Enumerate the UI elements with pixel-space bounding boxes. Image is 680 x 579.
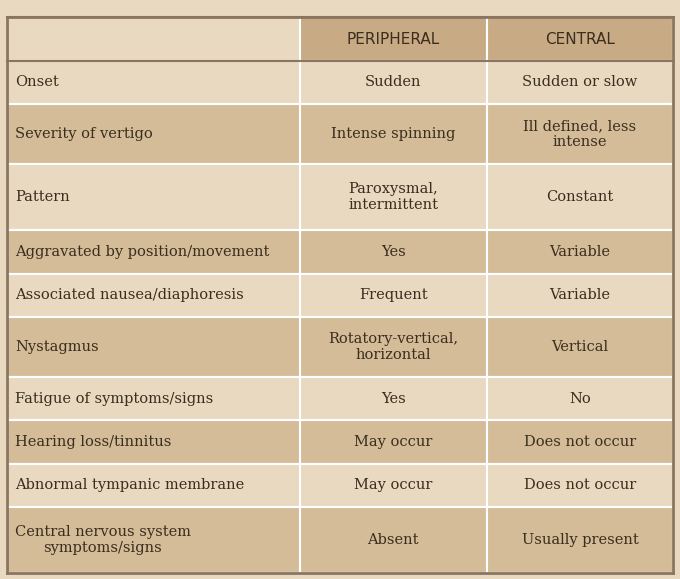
Text: Pattern: Pattern	[15, 190, 70, 204]
FancyBboxPatch shape	[487, 377, 673, 420]
Text: Ill defined, less
intense: Ill defined, less intense	[524, 119, 636, 149]
Text: CENTRAL: CENTRAL	[545, 31, 615, 46]
FancyBboxPatch shape	[7, 61, 300, 104]
Text: Severity of vertigo: Severity of vertigo	[15, 127, 153, 141]
Text: Central nervous system
symptoms/signs: Central nervous system symptoms/signs	[15, 525, 191, 555]
FancyBboxPatch shape	[7, 104, 300, 164]
FancyBboxPatch shape	[487, 274, 673, 317]
Text: Nystagmus: Nystagmus	[15, 340, 99, 354]
Text: Sudden or slow: Sudden or slow	[522, 75, 638, 89]
FancyBboxPatch shape	[300, 377, 487, 420]
FancyBboxPatch shape	[487, 317, 673, 377]
FancyBboxPatch shape	[7, 274, 300, 317]
Text: Usually present: Usually present	[522, 533, 639, 547]
Text: Paroxysmal,
intermittent: Paroxysmal, intermittent	[348, 182, 439, 212]
FancyBboxPatch shape	[487, 104, 673, 164]
Text: Yes: Yes	[381, 392, 406, 406]
FancyBboxPatch shape	[7, 230, 300, 274]
Text: Yes: Yes	[381, 245, 406, 259]
FancyBboxPatch shape	[300, 17, 487, 61]
FancyBboxPatch shape	[300, 317, 487, 377]
Text: Variable: Variable	[549, 288, 611, 302]
Text: Frequent: Frequent	[359, 288, 428, 302]
Text: No: No	[569, 392, 591, 406]
Text: Vertical: Vertical	[551, 340, 609, 354]
FancyBboxPatch shape	[300, 61, 487, 104]
Text: Fatigue of symptoms/signs: Fatigue of symptoms/signs	[15, 392, 214, 406]
Text: Does not occur: Does not occur	[524, 435, 636, 449]
Text: Onset: Onset	[15, 75, 58, 89]
Text: Abnormal tympanic membrane: Abnormal tympanic membrane	[15, 478, 244, 492]
Text: Hearing loss/tinnitus: Hearing loss/tinnitus	[15, 435, 171, 449]
FancyBboxPatch shape	[300, 507, 487, 573]
Text: PERIPHERAL: PERIPHERAL	[347, 31, 440, 46]
FancyBboxPatch shape	[487, 230, 673, 274]
Text: May occur: May occur	[354, 435, 432, 449]
FancyBboxPatch shape	[300, 464, 487, 507]
FancyBboxPatch shape	[300, 230, 487, 274]
FancyBboxPatch shape	[7, 420, 300, 464]
Text: Variable: Variable	[549, 245, 611, 259]
Text: May occur: May occur	[354, 478, 432, 492]
FancyBboxPatch shape	[7, 317, 300, 377]
Text: Sudden: Sudden	[365, 75, 422, 89]
FancyBboxPatch shape	[300, 104, 487, 164]
FancyBboxPatch shape	[7, 164, 300, 230]
FancyBboxPatch shape	[300, 420, 487, 464]
Text: Does not occur: Does not occur	[524, 478, 636, 492]
Text: Absent: Absent	[368, 533, 419, 547]
FancyBboxPatch shape	[487, 420, 673, 464]
FancyBboxPatch shape	[7, 507, 300, 573]
FancyBboxPatch shape	[487, 61, 673, 104]
Text: Constant: Constant	[546, 190, 613, 204]
Text: Rotatory-vertical,
horizontal: Rotatory-vertical, horizontal	[328, 332, 458, 362]
FancyBboxPatch shape	[487, 464, 673, 507]
FancyBboxPatch shape	[300, 164, 487, 230]
FancyBboxPatch shape	[487, 17, 673, 61]
FancyBboxPatch shape	[487, 507, 673, 573]
FancyBboxPatch shape	[7, 377, 300, 420]
Text: Aggravated by position/movement: Aggravated by position/movement	[15, 245, 269, 259]
FancyBboxPatch shape	[300, 274, 487, 317]
Text: Associated nausea/diaphoresis: Associated nausea/diaphoresis	[15, 288, 243, 302]
Text: Intense spinning: Intense spinning	[331, 127, 456, 141]
FancyBboxPatch shape	[7, 464, 300, 507]
FancyBboxPatch shape	[7, 17, 300, 61]
FancyBboxPatch shape	[487, 164, 673, 230]
